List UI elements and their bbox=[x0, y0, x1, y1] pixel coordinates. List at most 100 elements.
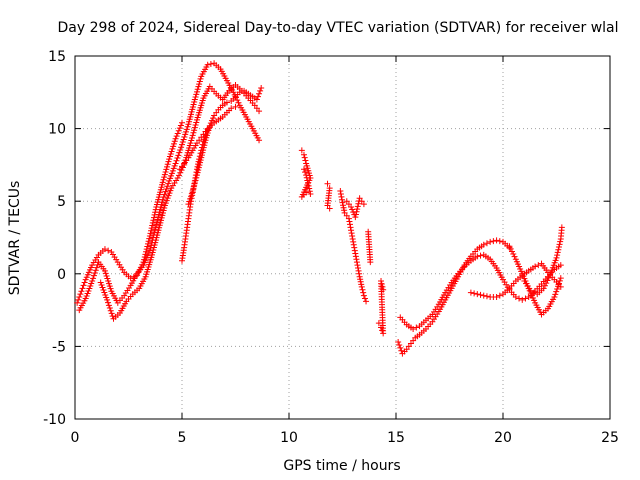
data-point bbox=[183, 126, 190, 133]
data-point bbox=[378, 280, 385, 287]
data-point bbox=[204, 61, 211, 68]
data-point bbox=[194, 86, 201, 93]
data-point bbox=[558, 224, 565, 231]
data-points bbox=[74, 60, 565, 357]
data-point bbox=[105, 280, 112, 287]
data-point bbox=[340, 202, 347, 209]
data-point bbox=[197, 150, 204, 157]
data-point bbox=[195, 161, 202, 168]
data-point bbox=[358, 283, 365, 290]
data-point bbox=[300, 151, 307, 158]
data-point bbox=[300, 166, 307, 173]
data-point bbox=[146, 233, 153, 240]
data-point bbox=[198, 144, 205, 151]
data-point bbox=[359, 286, 366, 293]
y-tick-label: 15 bbox=[48, 49, 66, 65]
y-tick-label: 10 bbox=[48, 122, 66, 138]
data-point bbox=[182, 131, 189, 138]
data-point bbox=[144, 243, 151, 250]
data-point bbox=[306, 188, 313, 195]
data-point bbox=[302, 157, 309, 164]
y-tick-label: -10 bbox=[43, 412, 66, 428]
data-point bbox=[101, 246, 108, 253]
data-point bbox=[109, 313, 116, 320]
data-point bbox=[477, 291, 484, 298]
data-point bbox=[555, 283, 562, 290]
data-point bbox=[175, 127, 182, 134]
data-point bbox=[106, 283, 113, 290]
data-point bbox=[352, 250, 359, 257]
data-point bbox=[357, 278, 364, 285]
data-point bbox=[104, 275, 111, 282]
data-point bbox=[551, 294, 558, 301]
data-point bbox=[256, 90, 263, 97]
y-tick-label: 0 bbox=[57, 267, 66, 283]
data-point bbox=[179, 119, 185, 126]
data-point bbox=[175, 152, 182, 159]
data-point bbox=[347, 224, 354, 231]
data-point bbox=[174, 130, 181, 137]
data-point bbox=[553, 254, 560, 261]
data-point bbox=[103, 272, 110, 279]
data-point bbox=[90, 275, 97, 282]
data-point bbox=[144, 240, 151, 247]
data-point bbox=[184, 123, 191, 130]
data-point bbox=[483, 240, 490, 247]
data-point bbox=[193, 166, 200, 173]
plot-frame bbox=[74, 55, 611, 420]
data-point bbox=[189, 192, 196, 199]
data-point bbox=[540, 285, 547, 292]
data-point bbox=[352, 253, 359, 260]
data-point bbox=[355, 200, 362, 207]
data-point bbox=[232, 103, 239, 110]
data-point bbox=[183, 128, 190, 135]
data-point bbox=[474, 291, 481, 298]
data-point bbox=[557, 262, 564, 269]
x-tick-label: 0 bbox=[71, 430, 80, 446]
data-point bbox=[557, 283, 564, 290]
data-point bbox=[189, 189, 196, 196]
data-point bbox=[306, 185, 313, 192]
data-point bbox=[176, 125, 183, 132]
data-point bbox=[173, 133, 180, 140]
data-point bbox=[556, 277, 563, 284]
data-point bbox=[164, 163, 171, 170]
data-point bbox=[380, 286, 387, 293]
data-point bbox=[413, 324, 420, 331]
data-point bbox=[353, 208, 360, 215]
data-point bbox=[167, 151, 174, 158]
data-point bbox=[228, 105, 235, 112]
data-point bbox=[107, 285, 114, 292]
chart-title: Day 298 of 2024, Sidereal Day-to-day VTE… bbox=[57, 20, 618, 36]
data-point bbox=[544, 277, 551, 284]
data-point bbox=[90, 272, 97, 279]
data-point bbox=[195, 83, 202, 90]
data-point bbox=[203, 128, 210, 135]
data-point bbox=[552, 291, 559, 298]
data-point bbox=[554, 285, 561, 292]
data-point bbox=[351, 244, 358, 251]
data-point bbox=[149, 222, 156, 229]
data-point bbox=[483, 293, 490, 300]
data-point bbox=[337, 188, 344, 195]
data-point bbox=[171, 138, 178, 145]
y-tick-label: 5 bbox=[57, 194, 66, 210]
data-point bbox=[188, 195, 195, 202]
data-point bbox=[193, 91, 200, 98]
data-point bbox=[305, 182, 312, 189]
data-point bbox=[545, 274, 552, 281]
data-point bbox=[355, 264, 362, 271]
data-point bbox=[257, 87, 264, 94]
data-point bbox=[527, 288, 534, 295]
data-point bbox=[168, 148, 175, 155]
data-point bbox=[92, 267, 99, 274]
data-point bbox=[234, 97, 241, 104]
data-point bbox=[76, 294, 83, 301]
data-point bbox=[348, 227, 355, 234]
data-point bbox=[163, 185, 170, 192]
data-point bbox=[349, 233, 356, 240]
data-point bbox=[554, 252, 561, 259]
data-point bbox=[532, 263, 539, 270]
data-point bbox=[487, 238, 494, 245]
data-point bbox=[177, 122, 184, 129]
